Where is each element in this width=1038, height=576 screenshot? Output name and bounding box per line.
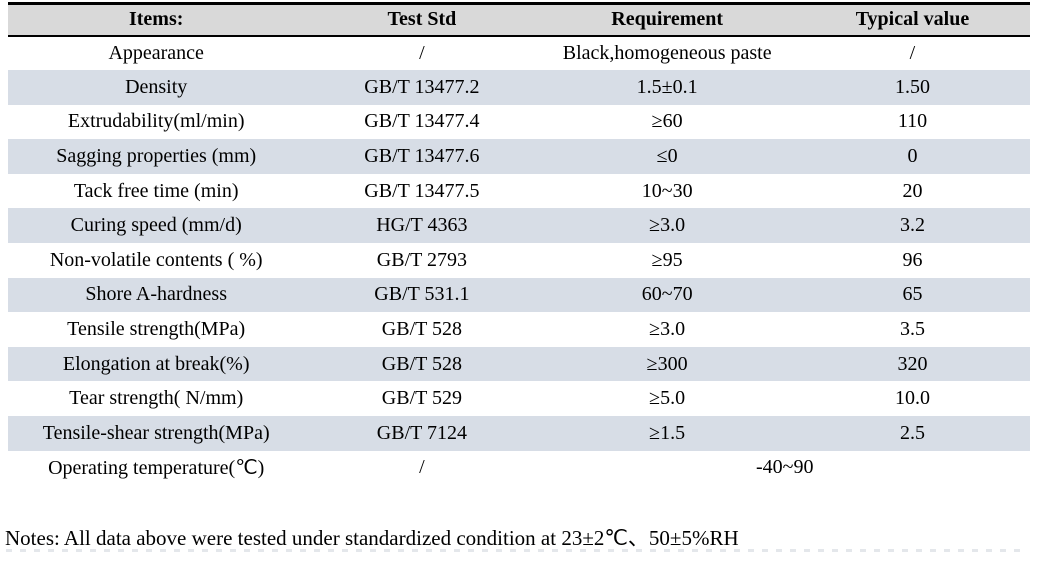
cell-requirement: ≥3.0 bbox=[539, 208, 795, 244]
cell-typical-value: 2.5 bbox=[794, 416, 1030, 451]
cell-requirement: ≥95 bbox=[539, 243, 795, 278]
cell-typical-value: 3.5 bbox=[794, 312, 1030, 347]
cell-test-std: / bbox=[304, 35, 540, 71]
cell-typical-value: 110 bbox=[794, 104, 1030, 140]
cell-item: Non-volatile contents ( %) bbox=[8, 243, 305, 278]
cell-typical-value: 96 bbox=[794, 243, 1030, 278]
table-row-density: Density GB/T 13477.2 1.5±0.1 1.50 bbox=[8, 70, 1030, 105]
table-row-tensile-shear: Tensile-shear strength(MPa) GB/T 7124 ≥1… bbox=[8, 416, 1030, 451]
scan-artifact-line bbox=[6, 549, 1026, 552]
cell-test-std: GB/T 7124 bbox=[304, 416, 540, 451]
cell-typical-value: 65 bbox=[794, 277, 1030, 313]
cell-requirement: 60~70 bbox=[539, 277, 795, 313]
table-row-curing-speed: Curing speed (mm/d) HG/T 4363 ≥3.0 3.2 bbox=[8, 208, 1030, 244]
spec-table: Items: Test Std Requirement Typical valu… bbox=[8, 2, 1030, 486]
table-row-shore-hardness: Shore A-hardness GB/T 531.1 60~70 65 bbox=[8, 277, 1030, 313]
cell-test-std: GB/T 13477.4 bbox=[304, 104, 540, 140]
table-row-elongation: Elongation at break(%) GB/T 528 ≥300 320 bbox=[8, 346, 1030, 382]
header-test-std: Test Std bbox=[387, 8, 457, 31]
table-row-extrudability: Extrudability(ml/min) GB/T 13477.4 ≥60 1… bbox=[8, 104, 1030, 140]
cell-requirement: 10~30 bbox=[539, 173, 795, 209]
table-row-tack-free-time: Tack free time (min) GB/T 13477.5 10~30 … bbox=[8, 173, 1030, 209]
cell-item: Extrudability(ml/min) bbox=[8, 104, 305, 140]
cell-item: Sagging properties (mm) bbox=[8, 139, 305, 174]
cell-requirement-merged: -40~90 bbox=[539, 450, 1030, 486]
cell-item: Tensile strength(MPa) bbox=[8, 312, 305, 347]
notes-text: Notes: All data above were tested under … bbox=[5, 526, 739, 550]
cell-item: Curing speed (mm/d) bbox=[8, 208, 305, 244]
cell-item: Shore A-hardness bbox=[8, 277, 305, 313]
cell-item: Density bbox=[8, 70, 305, 105]
cell-item: Elongation at break(%) bbox=[8, 346, 305, 382]
cell-test-std: GB/T 2793 bbox=[304, 243, 540, 278]
cell-requirement: Black,homogeneous paste bbox=[539, 35, 795, 71]
table-row-tear-strength: Tear strength( N/mm) GB/T 529 ≥5.0 10.0 bbox=[8, 381, 1030, 417]
header-items: Items: bbox=[128, 8, 184, 31]
cell-requirement: ≥5.0 bbox=[539, 381, 795, 417]
cell-test-std: GB/T 13477.2 bbox=[304, 70, 540, 105]
cell-test-std: GB/T 13477.5 bbox=[304, 173, 540, 209]
cell-requirement: 1.5±0.1 bbox=[539, 70, 795, 105]
cell-test-std: GB/T 528 bbox=[304, 346, 540, 382]
table-row-appearance: Appearance / Black,homogeneous paste / bbox=[8, 35, 1030, 71]
cell-typical-value: 20 bbox=[794, 173, 1030, 209]
cell-test-std: HG/T 4363 bbox=[304, 208, 540, 244]
cell-item: Tack free time (min) bbox=[8, 173, 305, 209]
cell-typical-value: 3.2 bbox=[794, 208, 1030, 244]
header-row: Items: Test Std Requirement Typical valu… bbox=[8, 3, 1030, 36]
cell-requirement: ≥300 bbox=[539, 346, 795, 382]
cell-item: Tear strength( N/mm) bbox=[8, 381, 305, 417]
spec-table-body: Appearance / Black,homogeneous paste / D… bbox=[8, 35, 1030, 486]
table-row-sagging: Sagging properties (mm) GB/T 13477.6 ≤0 … bbox=[8, 139, 1030, 174]
cell-requirement: ≥1.5 bbox=[539, 416, 795, 451]
table-row-non-volatile: Non-volatile contents ( %) GB/T 2793 ≥95… bbox=[8, 243, 1030, 278]
cell-requirement: ≤0 bbox=[539, 139, 795, 174]
header-typical-value: Typical value bbox=[855, 8, 970, 31]
cell-test-std: GB/T 13477.6 bbox=[304, 139, 540, 174]
cell-test-std: / bbox=[304, 450, 540, 486]
cell-item: Appearance bbox=[8, 35, 305, 71]
table-row-tensile-strength: Tensile strength(MPa) GB/T 528 ≥3.0 3.5 bbox=[8, 312, 1030, 347]
table-row-operating-temperature: Operating temperature(℃) / -40~90 bbox=[8, 450, 1030, 486]
cell-item: Operating temperature(℃) bbox=[8, 450, 305, 486]
cell-requirement: ≥60 bbox=[539, 104, 795, 140]
cell-test-std: GB/T 529 bbox=[304, 381, 540, 417]
cell-typical-value: 1.50 bbox=[794, 70, 1030, 105]
cell-item: Tensile-shear strength(MPa) bbox=[8, 416, 305, 451]
cell-typical-value: 0 bbox=[794, 139, 1030, 174]
cell-test-std: GB/T 531.1 bbox=[304, 277, 540, 313]
cell-typical-value: 10.0 bbox=[794, 381, 1030, 417]
header-requirement: Requirement bbox=[611, 8, 724, 31]
cell-requirement: ≥3.0 bbox=[539, 312, 795, 347]
cell-typical-value: 320 bbox=[794, 346, 1030, 382]
spec-table-header: Items: Test Std Requirement Typical valu… bbox=[8, 3, 1030, 36]
cell-test-std: GB/T 528 bbox=[304, 312, 540, 347]
cell-typical-value: / bbox=[794, 35, 1030, 71]
